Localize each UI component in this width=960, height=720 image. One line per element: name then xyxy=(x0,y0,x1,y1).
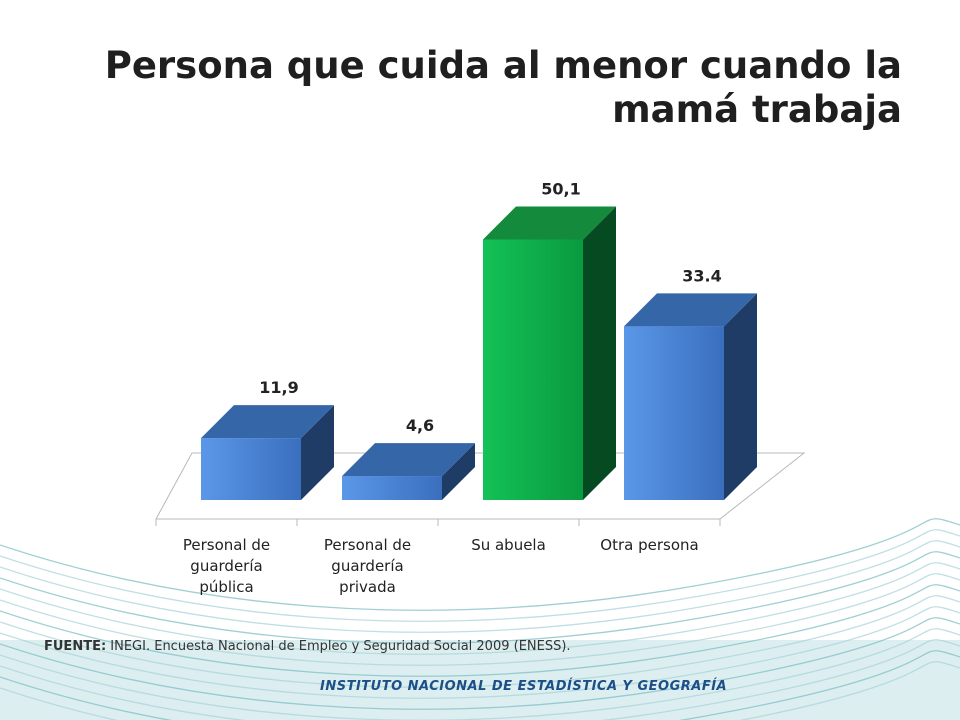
source-label: FUENTE: xyxy=(44,639,107,654)
bar xyxy=(624,293,757,500)
bar-side xyxy=(301,405,334,500)
bar-top xyxy=(483,206,616,240)
wave-line xyxy=(0,529,960,622)
category-label: pública xyxy=(199,578,253,596)
institution-name: Instituto Nacional de Estadística y Geog… xyxy=(320,679,728,694)
bar xyxy=(342,443,475,500)
wave-line xyxy=(0,573,960,666)
bar xyxy=(201,405,334,500)
category-label: privada xyxy=(339,578,396,596)
wave-line xyxy=(0,617,960,710)
bar-front xyxy=(624,326,724,500)
wave-line xyxy=(0,639,960,720)
value-label: 33.4 xyxy=(682,266,721,285)
bar-front xyxy=(201,438,301,500)
bar xyxy=(483,206,616,501)
bar-top xyxy=(342,443,475,477)
source-text: INEGI. Encuesta Nacional de Empleo y Seg… xyxy=(106,639,571,654)
wave-line xyxy=(0,595,960,688)
value-label: 50,1 xyxy=(541,179,580,198)
title-line-2: mamá trabaja xyxy=(612,88,902,131)
bar-top xyxy=(201,405,334,439)
page-title: Persona que cuida al menor cuando la mam… xyxy=(82,44,902,132)
category-label: Otra persona xyxy=(600,536,698,554)
category-label: Personal de xyxy=(183,536,270,554)
category-label: guardería xyxy=(190,557,262,575)
wave-line xyxy=(0,540,960,633)
bar-side xyxy=(583,206,616,501)
wave-line xyxy=(0,518,960,611)
category-label: Su abuela xyxy=(471,536,546,554)
value-label: 11,9 xyxy=(259,378,298,397)
bar-front xyxy=(342,476,442,500)
category-label: guardería xyxy=(331,557,403,575)
bar-top xyxy=(624,293,757,327)
title-line-1: Persona que cuida al menor cuando la xyxy=(104,44,902,87)
category-label: Personal de xyxy=(324,536,411,554)
wave-line xyxy=(0,584,960,677)
source-note: FUENTE: INEGI. Encuesta Nacional de Empl… xyxy=(44,639,571,654)
wave-line xyxy=(0,661,960,720)
value-label: 4,6 xyxy=(406,416,434,435)
bar-side xyxy=(724,293,757,500)
wave-line xyxy=(0,628,960,720)
wave-line xyxy=(0,606,960,699)
bar-front xyxy=(483,239,583,501)
bar-side xyxy=(442,443,475,500)
wave-line xyxy=(0,551,960,644)
wave-line xyxy=(0,562,960,655)
